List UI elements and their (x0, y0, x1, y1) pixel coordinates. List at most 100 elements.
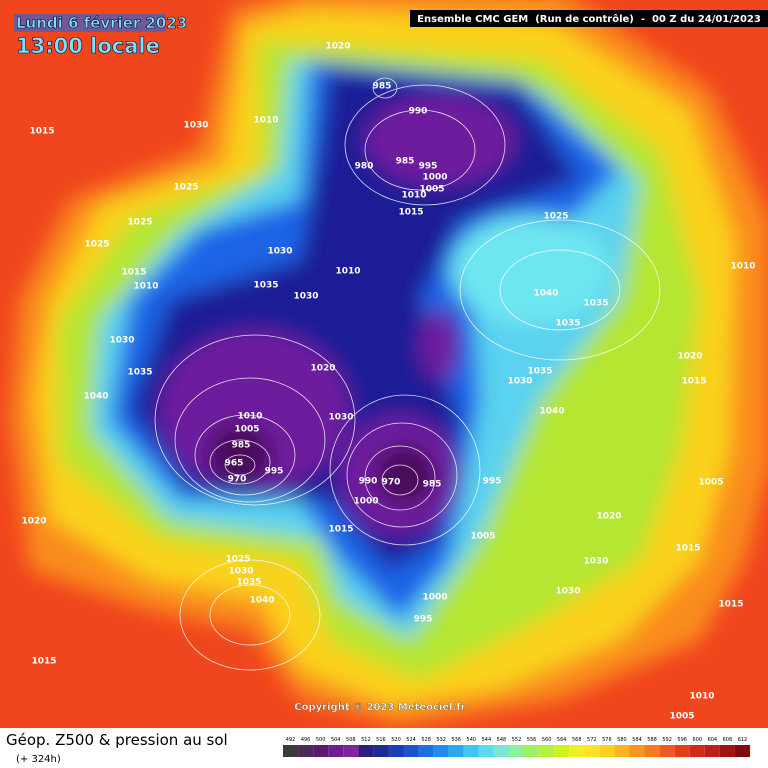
pressure-label: 1015 (29, 127, 54, 137)
scale-swatch (433, 745, 449, 757)
scale-label: 536 (451, 737, 461, 743)
scale-label: 492 (286, 737, 296, 743)
pressure-label: 1020 (596, 512, 621, 522)
pressure-label: 995 (414, 615, 433, 625)
pressure-label: 1015 (31, 657, 56, 667)
z500-shading (10, 0, 768, 725)
field: 1020 985 990 1030 1010 1015 980 985 995 1000 1005 1… (0, 0, 768, 728)
shade (365, 95, 515, 185)
scale-label: 584 (632, 737, 642, 743)
shade (420, 310, 460, 380)
scale-swatch (373, 745, 389, 757)
scale-label: 600 (693, 737, 703, 743)
pressure-label: 1030 (293, 292, 318, 302)
pressure-label: 1010 (689, 692, 714, 702)
pressure-label: 1025 (84, 240, 109, 250)
pressure-label: 1000 (422, 173, 447, 183)
pressure-label: 1040 (249, 596, 274, 606)
scale-label: 540 (467, 737, 477, 743)
scale-label: 576 (602, 737, 612, 743)
pressure-label: 1015 (681, 377, 706, 387)
pressure-label: 1025 (173, 183, 198, 193)
pressure-label: 990 (359, 477, 378, 487)
pressure-label: 970 (382, 478, 401, 488)
pressure-label: 1010 (730, 262, 755, 272)
pressure-label: 1010 (401, 191, 426, 201)
pressure-label: 1015 (398, 208, 423, 218)
scale-swatch (283, 745, 299, 757)
pressure-label: 1035 (555, 319, 580, 329)
pressure-label: 970 (228, 475, 247, 485)
pressure-label: 1025 (543, 212, 568, 222)
isobars (154, 77, 661, 671)
pressure-label: 1025 (127, 218, 152, 228)
scale-swatch (358, 745, 374, 757)
scale-swatch (493, 745, 509, 757)
pressure-label: 1040 (539, 407, 564, 417)
scale-swatch (508, 745, 525, 757)
scale-swatch (388, 745, 404, 757)
scale-label: 588 (647, 737, 657, 743)
pressure-label: 985 (373, 82, 392, 92)
scale-swatch (674, 745, 690, 757)
pressure-label: 1005 (234, 425, 259, 435)
pressure-label: 1040 (83, 392, 108, 402)
shade (375, 445, 435, 505)
pressure-label: 990 (409, 107, 428, 117)
pressure-label: 1030 (555, 587, 580, 597)
scale-swatch (448, 745, 464, 757)
pressure-label: 985 (423, 480, 442, 490)
date: Lundi 6 février 2023 (16, 14, 187, 32)
scale-label: 504 (331, 737, 341, 743)
shade (160, 330, 350, 490)
copyright: Copyright © 2023 Meteociel.fr (294, 702, 465, 713)
scale-swatch (719, 745, 735, 757)
pressure-label: 1030 (228, 567, 253, 577)
scale-swatch (629, 745, 645, 757)
pressure-label: 980 (355, 162, 374, 172)
pressure-label: 1030 (183, 121, 208, 131)
scale-label: 544 (482, 737, 492, 743)
scale-swatch (614, 745, 630, 757)
scale-swatch (478, 745, 494, 757)
scale-label: 564 (557, 737, 567, 743)
pressure-label: 995 (483, 477, 502, 487)
scale-label: 608 (723, 737, 733, 743)
pressure-labels: 1020 985 990 1030 1010 1015 980 985 995 1000 1005 1… (21, 42, 755, 722)
scale-swatch (328, 745, 344, 757)
scale-label: 560 (542, 737, 552, 743)
pressure-label: 1010 (133, 282, 158, 292)
pressure-label: 1015 (328, 525, 353, 535)
scale-swatch (569, 745, 585, 757)
scale-swatch (689, 745, 705, 757)
pressure-label: 1020 (325, 42, 350, 52)
scale-swatch (313, 745, 329, 757)
pressure-label: 1005 (698, 478, 723, 488)
scale-label: 552 (512, 737, 522, 743)
pressure-label: 1020 (310, 364, 335, 374)
pressure-label: 1010 (335, 267, 360, 277)
scale-label: 612 (738, 737, 748, 743)
scale-label: 548 (497, 737, 507, 743)
pressure-label: 1025 (225, 555, 250, 565)
scale-label: 512 (361, 737, 371, 743)
footer-title: Géop. Z500 & pression au sol (6, 731, 228, 749)
color-scale: 492 496 500 504 508 512 516 520 524 528 532 536 540 5… (283, 737, 750, 757)
scale-swatch (644, 745, 660, 757)
pressure-label: 1030 (328, 413, 353, 423)
date-box (14, 14, 166, 32)
scale-label: 580 (617, 737, 627, 743)
scale-label: 500 (316, 737, 326, 743)
scale-swatch (584, 745, 600, 757)
scale-swatch (463, 745, 479, 757)
pressure-label: 1020 (677, 352, 702, 362)
model: Ensemble CMC GEM (Run de contrôle) - 00 … (417, 13, 761, 25)
pressure-label: 1030 (507, 377, 532, 387)
scale-label: 524 (406, 737, 416, 743)
scale-label: 604 (708, 737, 718, 743)
scale-label: 496 (301, 737, 311, 743)
scale-label: 516 (376, 737, 386, 743)
pressure-label: 1035 (236, 578, 261, 588)
pressure-label: 1030 (583, 557, 608, 567)
